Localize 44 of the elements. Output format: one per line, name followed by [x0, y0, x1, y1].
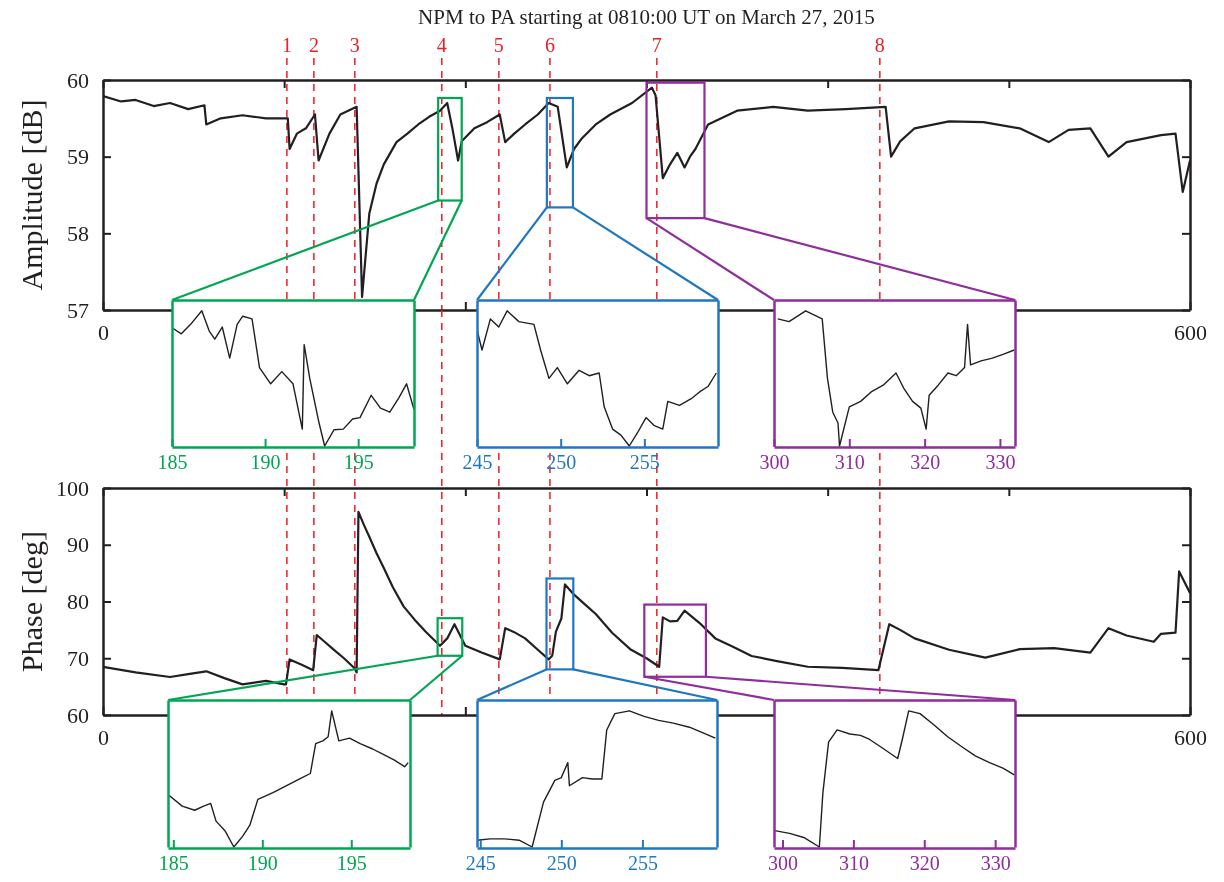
y-tick-label: 57 [67, 297, 89, 323]
y-tick-label: 59 [67, 144, 89, 170]
x-tick-label: 0 [98, 319, 109, 345]
text: 6 [544, 34, 555, 56]
x-tick-label: 300 [768, 852, 799, 875]
x-tick-label: 320 [910, 451, 941, 474]
x-tick-label: 245 [465, 852, 496, 875]
y-tick-label: 58 [67, 220, 89, 246]
y-tick-label: 60 [67, 67, 89, 93]
x-tick-label: 195 [343, 451, 374, 474]
y-tick-label: 90 [67, 532, 89, 558]
x-tick-label: 600 [1174, 724, 1207, 750]
text: 5 [493, 34, 504, 56]
x-tick-label: 300 [759, 451, 790, 474]
x-tick-label: 330 [980, 852, 1011, 875]
y-tick-label: 70 [67, 645, 89, 671]
x-tick-label: 250 [546, 852, 577, 875]
x-tick-label: 190 [250, 451, 281, 474]
x-tick-label: 255 [627, 852, 658, 875]
x-tick-label: 185 [157, 451, 188, 474]
text: 7 [651, 34, 662, 56]
x-tick-label: 600 [1174, 319, 1207, 345]
x-tick-label: 255 [629, 451, 660, 474]
text: 1 [281, 34, 292, 56]
x-tick-label: 310 [834, 451, 865, 474]
text: 8 [874, 34, 885, 56]
y-axis-title: Phase [deg] [15, 531, 48, 672]
x-tick-label: 185 [158, 852, 189, 875]
x-tick-label: 0 [98, 724, 109, 750]
y-tick-label: 100 [56, 475, 89, 501]
x-tick-label: 330 [985, 451, 1016, 474]
x-tick-label: 250 [546, 451, 577, 474]
x-tick-label: 195 [336, 852, 367, 875]
text: 3 [349, 34, 360, 56]
text: 2 [308, 34, 319, 56]
y-tick-label: 60 [67, 702, 89, 728]
x-tick-label: 310 [838, 852, 869, 875]
x-tick-label: 245 [462, 451, 493, 474]
text: 4 [436, 34, 447, 56]
chart-title: NPM to PA starting at 0810:00 UT on March 27, 2015 [418, 5, 875, 29]
x-tick-label: 320 [909, 852, 940, 875]
y-axis-title: Amplitude [dB] [15, 99, 48, 291]
y-tick-label: 80 [67, 589, 89, 615]
x-tick-label: 190 [247, 852, 278, 875]
